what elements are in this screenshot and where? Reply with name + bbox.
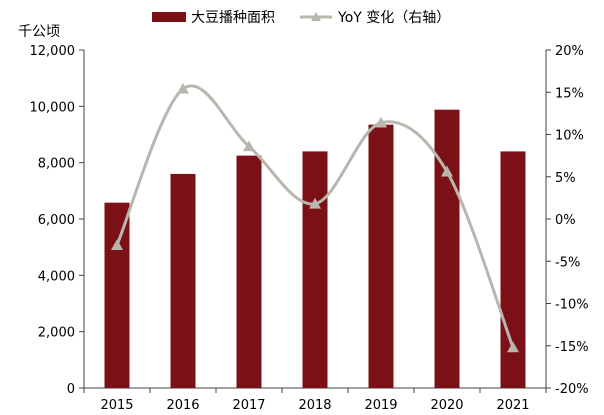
y-right-tick-label: -15% <box>555 340 589 355</box>
legend-swatch-yoy-marker <box>311 12 321 21</box>
y-right-tick-label: 15% <box>555 86 584 101</box>
yoy-point-marker <box>309 197 321 209</box>
y-right-tick-label: 10% <box>555 129 584 144</box>
bar <box>434 109 460 389</box>
bar-series <box>104 109 526 389</box>
x-tick-label: 2016 <box>166 398 199 413</box>
yoy-point-marker <box>177 82 189 94</box>
x-tick-label: 2015 <box>100 398 133 413</box>
bar <box>170 173 196 388</box>
bar <box>236 155 262 388</box>
y-right-tick-label: 20% <box>555 44 584 59</box>
bar <box>500 151 526 388</box>
x-tick-label: 2019 <box>364 398 397 413</box>
yoy-point-marker <box>441 165 453 177</box>
y-left-tick-label: 8,000 <box>38 157 75 172</box>
legend-swatch-area <box>152 12 186 22</box>
y-left-tick-label: 0 <box>67 382 75 397</box>
yoy-point-marker <box>507 341 519 353</box>
y-right-tick-label: -20% <box>555 382 589 397</box>
bar <box>302 151 328 388</box>
yoy-point-marker <box>111 239 123 250</box>
y-left-tick-label: 10,000 <box>30 100 76 115</box>
x-axis-ticks: 2015 2016 2017 2018 2019 2020 2021 <box>83 388 547 413</box>
y-axis-right-ticks: -20% -15% -10% -5% 0% 5% 10% 15% 20% <box>546 44 589 397</box>
y-right-tick-label: -5% <box>555 255 580 270</box>
y-right-tick-label: 5% <box>555 171 576 186</box>
x-tick-label: 2018 <box>298 398 331 413</box>
bar <box>104 202 130 388</box>
yoy-point-marker <box>375 116 387 128</box>
x-tick-label: 2020 <box>430 398 463 413</box>
y-axis-left-ticks: 0 2,000 4,000 6,000 8,000 10,000 12,000 <box>30 44 84 397</box>
legend-label-area: 大豆播种面积 <box>191 10 275 26</box>
y-left-tick-label: 2,000 <box>38 326 75 341</box>
y-left-tick-label: 4,000 <box>38 269 75 284</box>
y-left-tick-label: 6,000 <box>38 213 75 228</box>
yoy-point-marker <box>243 140 255 152</box>
y-right-tick-label: 0% <box>555 213 576 228</box>
bar <box>368 124 394 389</box>
legend-label-yoy: YoY 变化（右轴） <box>337 10 450 26</box>
x-tick-label: 2021 <box>496 398 529 413</box>
legend: 大豆播种面积 YoY 变化（右轴） <box>152 10 450 26</box>
yoy-line-series <box>111 82 519 353</box>
y-left-tick-label: 12,000 <box>30 44 76 59</box>
x-tick-label: 2017 <box>232 398 265 413</box>
y-right-tick-label: -10% <box>555 298 589 313</box>
y-axis-unit: 千公顷 <box>18 24 60 40</box>
